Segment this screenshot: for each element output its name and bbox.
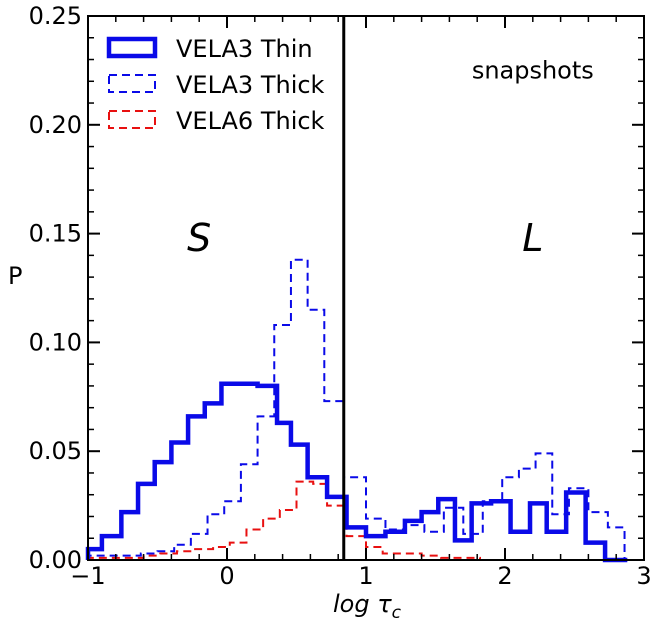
x-axis-label-main: log τ xyxy=(333,590,392,618)
x-tick-label: 0 xyxy=(219,562,234,590)
legend-swatch-vela3-thin xyxy=(106,36,158,59)
histogram-series-group xyxy=(85,258,628,563)
x-axis-label-subscript: c xyxy=(392,603,402,623)
y-tick-label: 0.25 xyxy=(29,2,82,30)
y-tick-label: 0.05 xyxy=(29,437,82,465)
annotation-s: S xyxy=(187,216,211,260)
x-axis-label: log τc xyxy=(333,590,402,623)
x-tick-label: 3 xyxy=(636,562,651,590)
histogram-vela3-thin xyxy=(85,381,628,563)
y-axis-label: P xyxy=(8,262,22,290)
histogram-vela3-thick xyxy=(87,258,626,560)
x-tick-label: −1 xyxy=(70,562,105,590)
y-tick-label: 0.10 xyxy=(29,328,82,356)
x-tick-label: 2 xyxy=(497,562,512,590)
legend-swatch-vela3-thick xyxy=(108,74,156,93)
plot-frame xyxy=(87,15,645,561)
legend-label-vela3-thin: VELA3 Thin xyxy=(176,35,313,63)
y-tick-label: 0.20 xyxy=(29,111,82,139)
y-tick-label: 0.00 xyxy=(29,546,82,574)
annotation-l: L xyxy=(522,216,543,260)
x-tick-label: 1 xyxy=(358,562,373,590)
legend-label-vela6-thick: VELA6 Thick xyxy=(176,107,325,135)
histogram-vela6-thick xyxy=(87,480,481,560)
legend: VELA3 Thin VELA3 Thick VELA6 Thick xyxy=(106,35,325,135)
legend-label-vela3-thick: VELA3 Thick xyxy=(176,71,325,99)
y-tick-label: 0.15 xyxy=(29,220,82,248)
legend-swatch-vela6-thick xyxy=(108,110,156,129)
annotation-snapshots: snapshots xyxy=(472,56,594,84)
